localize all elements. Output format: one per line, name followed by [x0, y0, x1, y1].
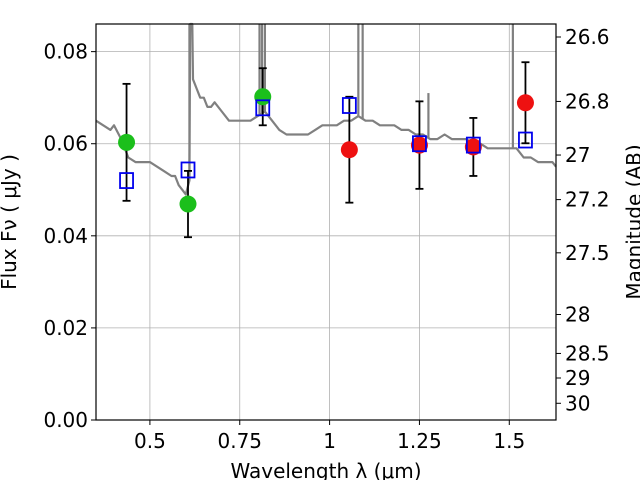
right-tick-label: 27.2 [565, 188, 610, 212]
y-tick-label: 0.08 [43, 40, 88, 64]
y-tick-label: 0.02 [43, 316, 88, 340]
data-point-square [518, 131, 533, 149]
data-point-circle [464, 138, 482, 156]
plot-frame [95, 23, 557, 421]
data-point-circle [410, 136, 428, 154]
data-point-square [341, 97, 357, 114]
right-tick-label: 27.5 [565, 241, 610, 265]
right-tick-label: 30 [565, 391, 590, 415]
data-point-circle [516, 94, 534, 112]
right-tick-label: 26.6 [565, 25, 610, 49]
x-tick-label: 1.5 [493, 429, 525, 453]
data-point-square [412, 135, 427, 153]
data-point-square [180, 161, 196, 179]
data-point-square [465, 136, 481, 154]
right-tick-label: 27 [565, 143, 590, 167]
right-tick-label: 29 [565, 366, 590, 390]
data-point-circle [340, 141, 358, 159]
markers-group [118, 88, 534, 213]
data-point-circle [118, 133, 136, 151]
data-point-circle [179, 195, 197, 213]
x-tick-label: 1 [323, 429, 336, 453]
x-tick-label: 0.75 [217, 429, 262, 453]
x-tick-label: 1.25 [397, 429, 442, 453]
x-tick-label: 0.5 [134, 429, 166, 453]
plot-background [96, 24, 556, 420]
y-tick-label: 0.04 [43, 224, 88, 248]
y-axis-ticks: 0.00 0.02 0.04 0.06 0.08 [43, 40, 96, 432]
right-axis-label: Magnitude (AB) [622, 144, 640, 299]
y-axis-label: Flux Fν ( μJy ) [0, 154, 21, 290]
right-tick-label: 28.5 [565, 341, 610, 365]
data-point-square [255, 99, 271, 117]
x-axis-label: Wavelength λ (μm) [230, 459, 421, 480]
data-point-square [119, 172, 134, 189]
right-tick-label: 28 [565, 303, 590, 327]
y-tick-label: 0.00 [43, 408, 88, 432]
x-axis-ticks: 0.5 0.75 1 1.25 1.5 [134, 420, 525, 453]
y-tick-label: 0.06 [43, 132, 88, 156]
right-tick-label: 26.8 [565, 89, 610, 113]
